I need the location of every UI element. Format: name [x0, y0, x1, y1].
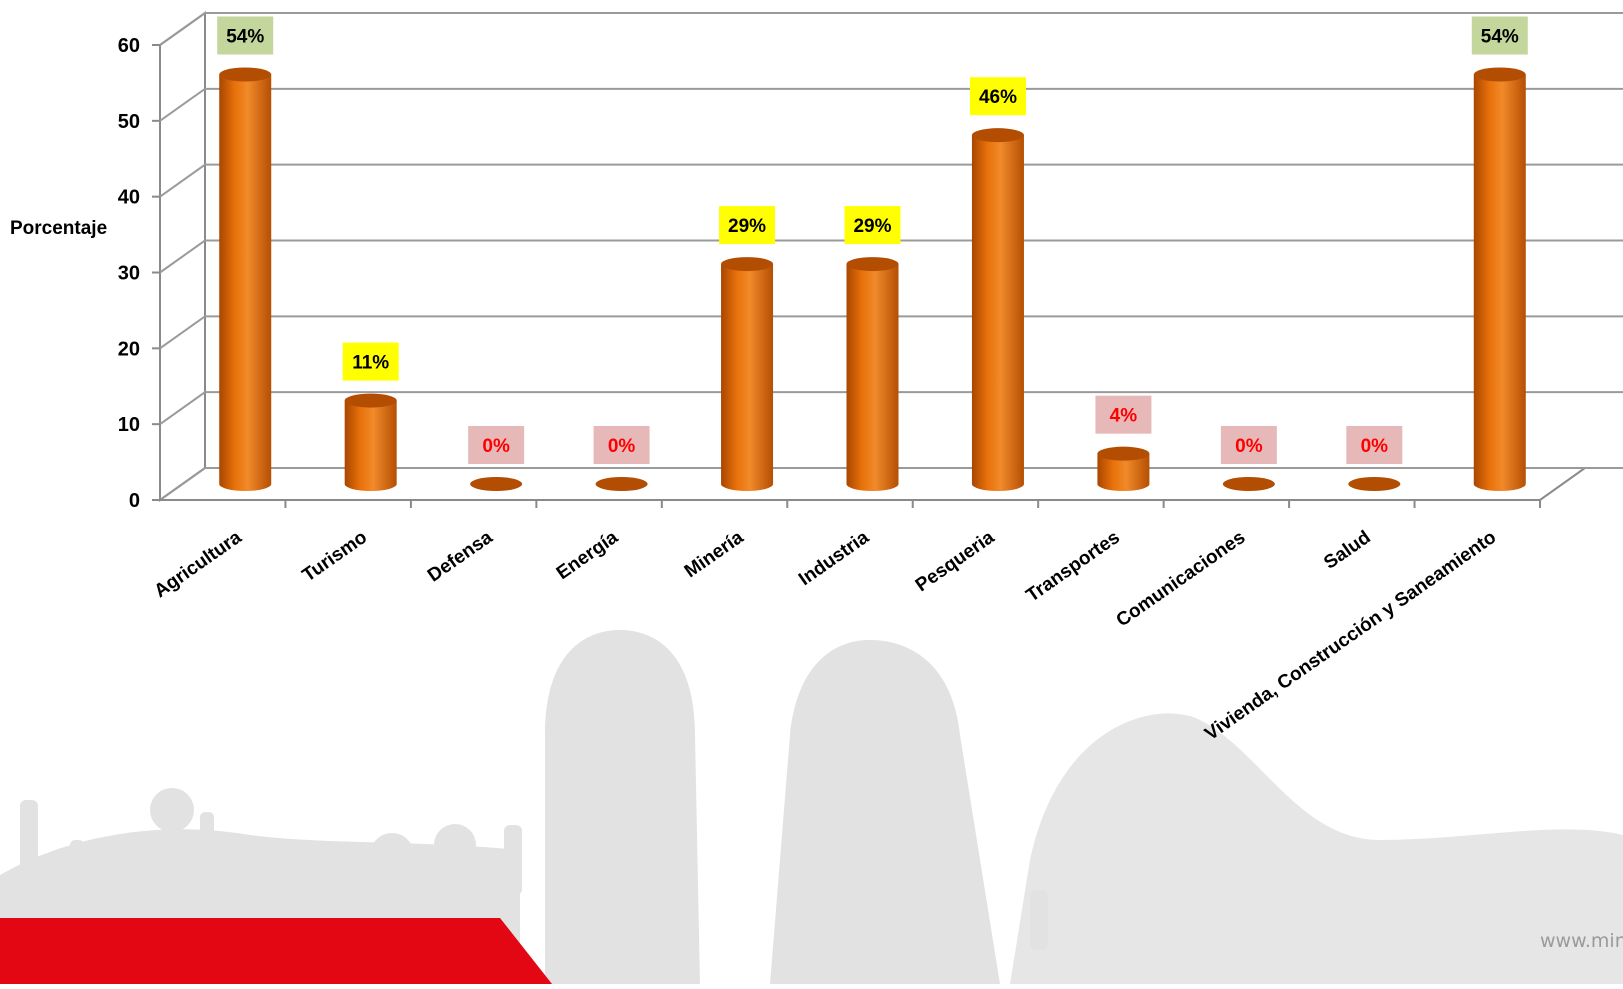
bar	[595, 477, 648, 491]
data-label-text: 29%	[853, 216, 891, 237]
bar-body	[344, 400, 397, 492]
bar-body	[721, 264, 774, 492]
data-label-bg	[1471, 16, 1528, 55]
bar-cap	[1222, 477, 1275, 491]
gridline	[159, 315, 1623, 350]
x-tick-label: Pesqueria	[912, 527, 999, 597]
data-label: 0%	[1346, 426, 1403, 464]
data-label: 29%	[719, 206, 776, 245]
x-tick-label: Turismo	[299, 527, 371, 586]
x-tick-label: Minería	[681, 527, 748, 583]
bar	[971, 128, 1024, 492]
data-label: 0%	[593, 426, 650, 464]
x-tick-label: Agricultura	[151, 527, 246, 603]
data-label-text: 0%	[482, 436, 510, 457]
bar-cap	[470, 477, 523, 491]
bar-body	[971, 135, 1024, 492]
bar-body	[219, 74, 272, 491]
bar-cap	[1473, 67, 1526, 82]
bar-cap	[1097, 446, 1150, 461]
footer-url: www.mina	[1540, 930, 1623, 952]
y-tick-label: 0	[129, 490, 140, 512]
bar-body	[1473, 74, 1526, 492]
bar	[219, 67, 272, 491]
bar-cap	[219, 67, 272, 82]
data-label-text: 46%	[979, 87, 1017, 108]
data-label-text: 0%	[1235, 436, 1263, 457]
data-label: 0%	[1220, 426, 1277, 464]
bar	[721, 257, 774, 492]
data-label-text: 0%	[608, 436, 636, 457]
bar-cap	[971, 128, 1024, 143]
bar	[470, 477, 523, 491]
data-label: 29%	[844, 206, 901, 245]
data-label-text: 29%	[728, 216, 766, 237]
x-tick-label: Comunicaciones	[1113, 527, 1250, 631]
data-label: 4%	[1095, 395, 1152, 434]
x-tick-label: Industria	[795, 527, 873, 590]
data-label-bg	[719, 206, 776, 245]
data-label-bg	[969, 77, 1026, 116]
x-tick-label: Salud	[1320, 527, 1374, 574]
data-label-bg	[342, 342, 399, 381]
footer-red-band	[0, 918, 552, 984]
data-label-text: 0%	[1361, 436, 1389, 457]
data-label-text: 54%	[226, 27, 264, 48]
data-label-text: 4%	[1110, 406, 1138, 427]
x-tick-label: Transportes	[1023, 527, 1124, 607]
gridline	[159, 87, 1623, 122]
bar	[344, 393, 397, 492]
y-tick-label: 40	[118, 187, 140, 209]
bar-cap	[344, 393, 397, 408]
x-tick-label: Defensa	[424, 527, 497, 587]
x-tick-label: Energía	[553, 527, 622, 584]
data-label: 46%	[969, 77, 1026, 116]
data-label: 11%	[342, 342, 399, 381]
data-label: 54%	[217, 16, 274, 55]
data-label-bg	[844, 206, 901, 245]
bar	[1348, 477, 1401, 491]
plot-area: 0 10 20 30 40 50 60 Porcentaje 54% Agricultura 11%…	[10, 11, 1623, 745]
bar-cap	[595, 477, 648, 491]
bar-body	[846, 264, 899, 492]
bar-body	[1097, 453, 1150, 492]
gridline	[159, 467, 1623, 501]
data-label-bg	[593, 426, 650, 464]
bar-cap	[846, 257, 899, 272]
gridline	[159, 239, 1623, 274]
y-tick-label: 60	[118, 35, 140, 57]
gridline	[159, 391, 1623, 425]
bar-cap	[721, 257, 774, 272]
y-tick-label: 10	[118, 414, 140, 436]
bar	[846, 257, 899, 492]
data-label-bg	[217, 16, 274, 55]
bar	[1222, 477, 1275, 491]
data-label: 54%	[1471, 16, 1528, 55]
data-label-bg	[1346, 426, 1403, 464]
bar	[1097, 446, 1150, 492]
data-label-bg	[1220, 426, 1277, 464]
gridline	[159, 12, 1623, 46]
y-tick-label: 20	[118, 338, 140, 360]
y-tick-label: 30	[118, 263, 140, 285]
y-axis-label: Porcentaje	[10, 218, 107, 239]
gridline	[159, 163, 1623, 198]
data-label-bg	[468, 426, 525, 464]
data-label-text: 54%	[1481, 27, 1519, 48]
data-label-text: 11%	[352, 353, 389, 374]
data-label: 0%	[468, 426, 525, 464]
y-tick-label: 50	[118, 111, 140, 133]
data-label-bg	[1095, 395, 1152, 434]
bar-cap	[1348, 477, 1401, 491]
bar	[1473, 67, 1526, 492]
